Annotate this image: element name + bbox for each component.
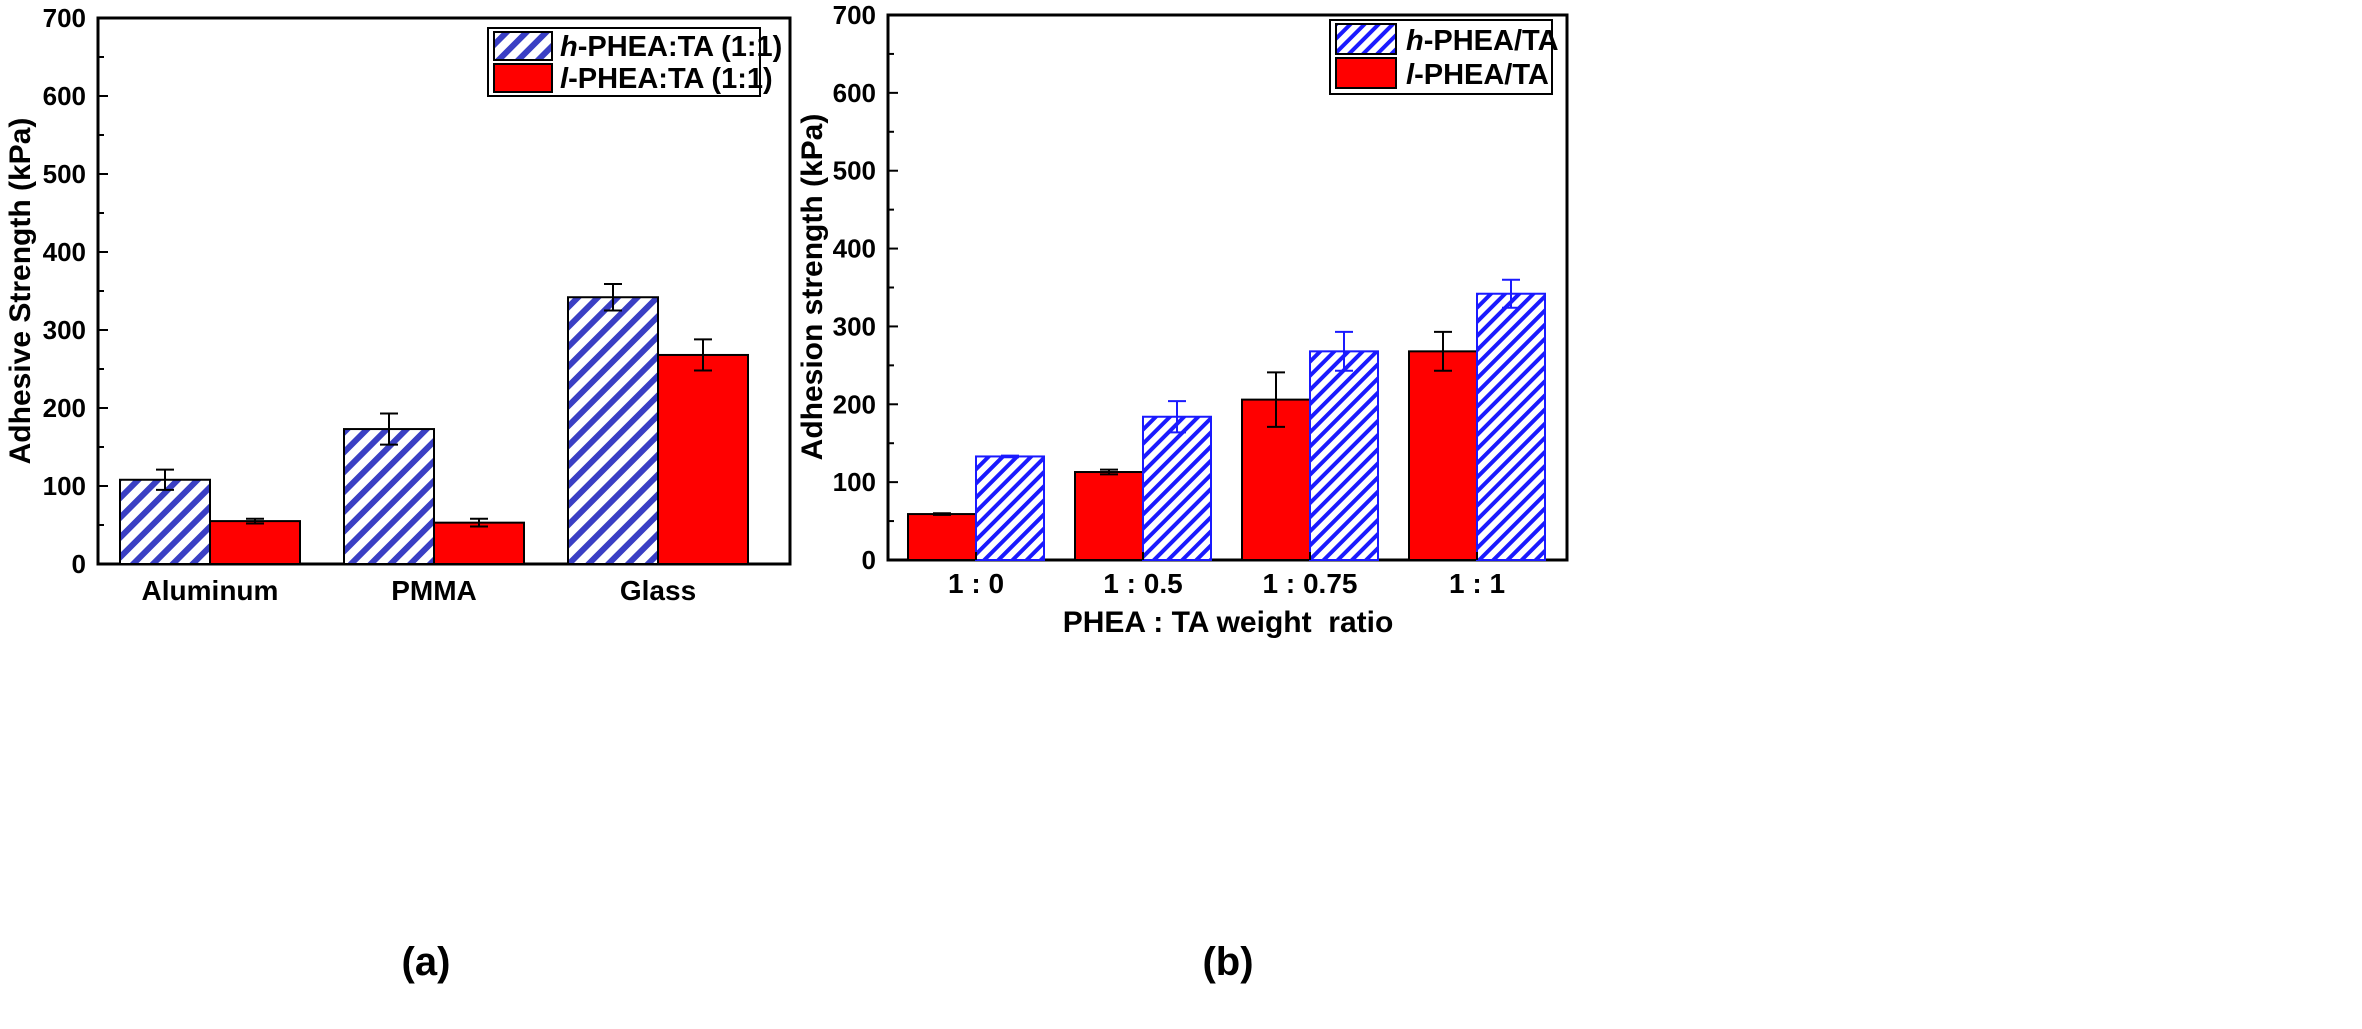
bar-solid-b	[1408, 350, 1478, 562]
x-tick-label-a: PMMA	[391, 575, 477, 606]
y-tick-label-b: 100	[833, 467, 876, 497]
panel-label-a: (a)	[402, 940, 451, 984]
legend-b: h-PHEA/TA l-PHEA/TA	[1329, 19, 1559, 95]
y-tick-label-a: 100	[43, 471, 86, 501]
y-axis-title-a: Adhesive Strength (kPa)	[4, 118, 37, 465]
panel-label-b: (b)	[1202, 940, 1253, 984]
bar-solid-a	[433, 521, 525, 565]
x-tick-label-b: 1 : 0	[948, 568, 1004, 599]
x-tick-label-b: 1 : 1	[1449, 568, 1505, 599]
x-axis-title-b: PHEA : TA weight ratio	[1063, 606, 1394, 639]
legend-a: h-PHEA:TA (1:1) l-PHEA:TA (1:1)	[487, 27, 782, 97]
bar-solid-b	[1074, 471, 1144, 561]
y-axis-title-b: Adhesion strength (kPa)	[796, 114, 829, 461]
bar-hatched-b	[975, 455, 1045, 562]
x-tick-label-a: Aluminum	[142, 575, 279, 606]
y-tick-label-b: 500	[833, 156, 876, 186]
bar-hatched-b	[1476, 292, 1546, 561]
y-tick-label-a: 500	[43, 159, 86, 189]
bar-hatched-b	[1309, 350, 1379, 562]
bar-solid-b	[907, 513, 977, 561]
bar-hatched-a	[567, 296, 659, 565]
y-tick-label-b: 400	[833, 234, 876, 264]
y-axis-b: 0 100 200 300 400 500 600 700	[833, 0, 898, 575]
legend-swatch-hatched-b	[1335, 23, 1397, 55]
x-axis-b: 1 : 0 1 : 0.5 1 : 0.75 1 : 1	[948, 552, 1505, 599]
y-tick-label-b: 0	[862, 545, 876, 575]
bar-solid-a	[657, 353, 749, 565]
y-tick-label-b: 700	[833, 0, 876, 30]
y-tick-label-a: 700	[43, 3, 86, 33]
legend-swatch-solid-b	[1335, 57, 1397, 89]
x-axis-a: Aluminum PMMA Glass	[142, 556, 696, 606]
bar-solid-a	[209, 520, 301, 565]
bar-hatched-b	[1142, 415, 1212, 561]
bars-b	[907, 278, 1546, 562]
y-tick-label-a: 300	[43, 315, 86, 345]
bar-hatched-a	[343, 428, 435, 565]
legend-label-hatched-a: h-PHEA:TA (1:1)	[560, 31, 782, 63]
bars-a	[119, 282, 749, 566]
x-tick-label-b: 1 : 0.5	[1103, 568, 1182, 599]
y-tick-label-a: 0	[72, 549, 86, 579]
legend-label-hatched-b: h-PHEA/TA	[1406, 25, 1559, 57]
legend-swatch-hatched-a	[493, 31, 553, 61]
bar-hatched-a	[119, 478, 211, 566]
legend-label-solid-a: l-PHEA:TA (1:1)	[560, 63, 773, 95]
x-tick-label-a: Glass	[620, 575, 696, 606]
x-tick-label-b: 1 : 0.75	[1263, 568, 1358, 599]
y-tick-label-b: 600	[833, 78, 876, 108]
y-axis-a: 0 100 200 300 400 500 600 700	[43, 3, 108, 579]
y-tick-label-a: 400	[43, 237, 86, 267]
y-tick-label-b: 300	[833, 311, 876, 341]
y-tick-label-b: 200	[833, 389, 876, 419]
chart-a: 0 100 200 300 400 500 600 700 Aluminum PMMA Glass…	[4, 3, 792, 984]
legend-swatch-solid-a	[493, 63, 553, 93]
y-tick-label-a: 200	[43, 393, 86, 423]
legend-label-solid-b: l-PHEA/TA	[1406, 59, 1549, 91]
y-tick-label-a: 600	[43, 81, 86, 111]
